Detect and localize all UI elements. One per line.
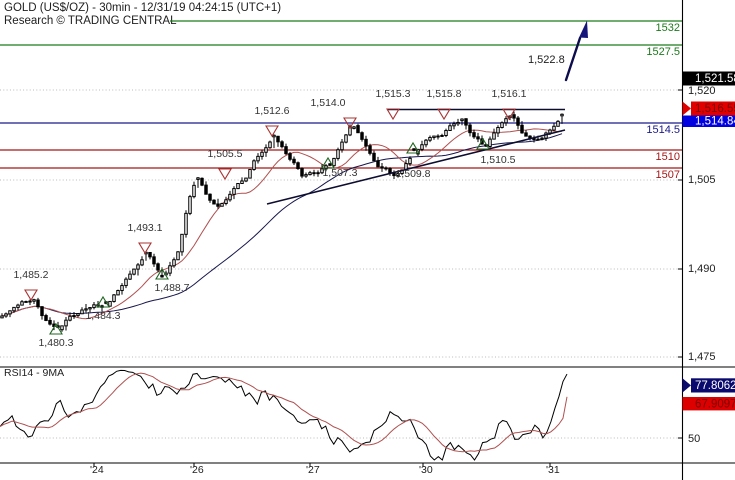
svg-text:GOLD (US$/OZ) - 30min - 12/31/: GOLD (US$/OZ) - 30min - 12/31/19 04:24:1… (4, 2, 281, 14)
svg-text:1,521.58: 1,521.58 (695, 73, 735, 85)
svg-text:1,510.5: 1,510.5 (480, 154, 515, 166)
svg-text:1,514.84: 1,514.84 (695, 116, 735, 128)
svg-text:Research © TRADING CENTRAL: Research © TRADING CENTRAL (4, 15, 177, 27)
svg-text:1,512.6: 1,512.6 (254, 105, 289, 117)
svg-text:1,520: 1,520 (688, 85, 716, 97)
svg-text:1,516.1: 1,516.1 (491, 88, 526, 100)
svg-text:1,505.5: 1,505.5 (207, 148, 242, 160)
svg-text:1527.5: 1527.5 (646, 46, 680, 58)
svg-text:'24: '24 (90, 464, 104, 476)
svg-text:1,490: 1,490 (688, 263, 716, 275)
svg-text:'30: '30 (419, 464, 433, 476)
svg-text:67.9097: 67.9097 (695, 398, 735, 410)
svg-text:1,516.55: 1,516.55 (695, 103, 735, 115)
svg-text:'27: '27 (306, 464, 320, 476)
svg-text:1,475: 1,475 (688, 351, 716, 363)
svg-text:1,522.8: 1,522.8 (528, 54, 565, 66)
svg-text:1510: 1510 (656, 151, 680, 163)
svg-text:1,514.0: 1,514.0 (310, 97, 345, 109)
svg-text:77.8062: 77.8062 (695, 380, 735, 392)
svg-text:1,515.8: 1,515.8 (426, 88, 461, 100)
svg-text:1,507.3: 1,507.3 (322, 167, 357, 179)
svg-text:1,480.3: 1,480.3 (38, 337, 73, 349)
svg-text:1507: 1507 (656, 169, 680, 181)
svg-text:1514.5: 1514.5 (646, 124, 680, 136)
svg-text:1,515.3: 1,515.3 (375, 88, 410, 100)
svg-text:1,485.2: 1,485.2 (13, 269, 48, 281)
svg-text:'31: '31 (546, 464, 560, 476)
svg-text:1,505: 1,505 (688, 174, 716, 186)
svg-text:1,509.8: 1,509.8 (395, 168, 430, 180)
svg-text:1532: 1532 (656, 22, 680, 34)
svg-text:50: 50 (688, 433, 700, 445)
svg-text:1,493.1: 1,493.1 (127, 222, 162, 234)
svg-text:'26: '26 (190, 464, 204, 476)
svg-text:1,488.7: 1,488.7 (154, 282, 189, 294)
svg-text:RSI14 - 9MA: RSI14 - 9MA (4, 367, 64, 379)
svg-text:1,484.3: 1,484.3 (85, 310, 120, 322)
